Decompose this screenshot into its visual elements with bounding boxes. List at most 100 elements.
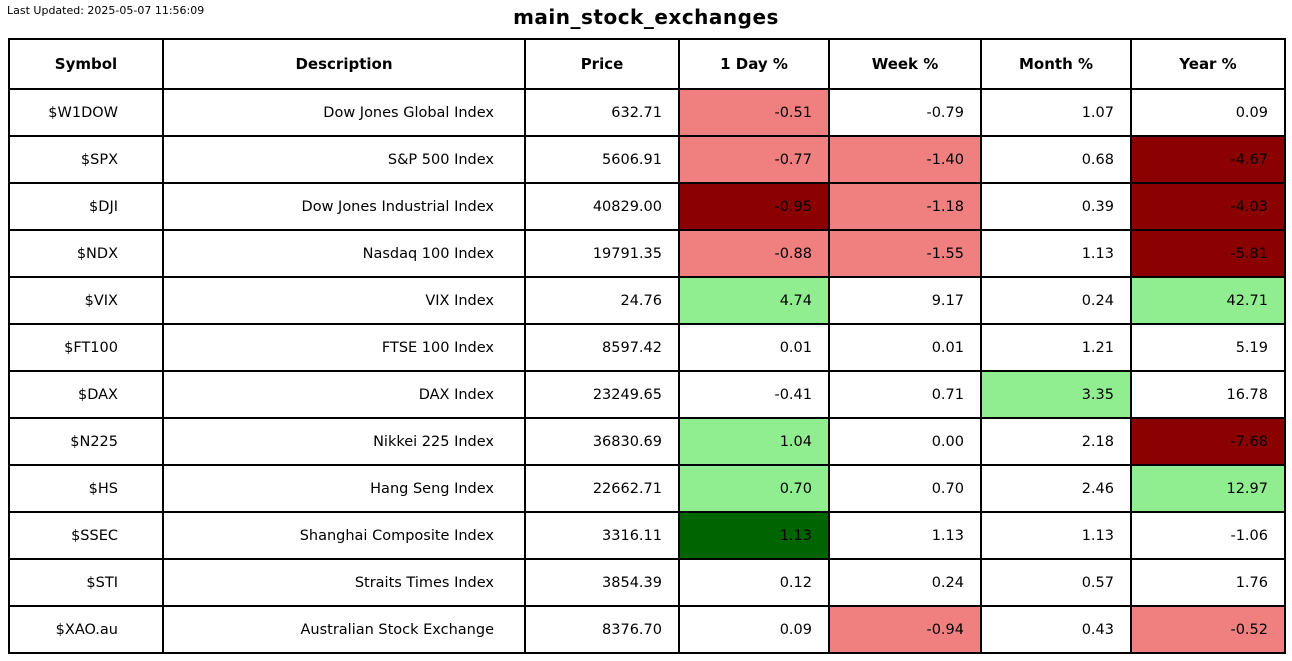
symbol-cell: $N225 [8,417,164,466]
column-header-week-pct: Week % [828,38,982,90]
table-row: $N225 Nikkei 225 Index 36830.69 1.04 0.00 2.1… [8,417,1286,466]
description-cell: Australian Stock Exchange [162,605,526,654]
week-pct-cell: -0.94 [828,605,982,654]
header-row: Symbol Description Price 1 Day % Week % … [8,38,1286,90]
price-cell: 3316.11 [524,511,680,560]
week-pct-cell: -1.18 [828,182,982,231]
table-row: $SSEC Shanghai Composite Index 3316.11 1.13… [8,511,1286,560]
month-pct-cell: 3.35 [980,370,1132,419]
page-title: main_stock_exchanges [513,5,779,29]
month-pct-cell: 1.07 [980,88,1132,137]
table-row: $STI Straits Times Index 3854.39 0.12 0.24 0.… [8,558,1286,607]
month-pct-cell: 0.57 [980,558,1132,607]
description-cell: FTSE 100 Index [162,323,526,372]
year-pct-cell: -0.52 [1130,605,1286,654]
table-row: $FT100 FTSE 100 Index 8597.42 0.01 0.01 1.21 5… [8,323,1286,372]
month-pct-cell: 2.46 [980,464,1132,513]
table-row: $DJI Dow Jones Industrial Index 40829.00 -0… [8,182,1286,231]
day-pct-cell: -0.41 [678,370,830,419]
symbol-cell: $VIX [8,276,164,325]
description-cell: Dow Jones Industrial Index [162,182,526,231]
table-row: $XAO.au Australian Stock Exchange 8376.70 0… [8,605,1286,654]
description-cell: Nasdaq 100 Index [162,229,526,278]
month-pct-cell: 0.43 [980,605,1132,654]
price-cell: 3854.39 [524,558,680,607]
symbol-cell: $HS [8,464,164,513]
description-cell: Shanghai Composite Index [162,511,526,560]
day-pct-cell: 0.12 [678,558,830,607]
column-header-description: Description [162,38,526,90]
month-pct-cell: 0.68 [980,135,1132,184]
day-pct-cell: 1.04 [678,417,830,466]
symbol-cell: $SSEC [8,511,164,560]
day-pct-cell: 4.74 [678,276,830,325]
symbol-cell: $DAX [8,370,164,419]
table-body: $W1DOW Dow Jones Global Index 632.71 -0.51-… [8,88,1286,654]
month-pct-cell: 1.13 [980,511,1132,560]
month-pct-cell: 1.21 [980,323,1132,372]
table-row: $W1DOW Dow Jones Global Index 632.71 -0.51-… [8,88,1286,137]
week-pct-cell: 0.00 [828,417,982,466]
year-pct-cell: -5.81 [1130,229,1286,278]
day-pct-cell: 1.13 [678,511,830,560]
symbol-cell: $NDX [8,229,164,278]
last-updated-label: Last Updated: 2025-05-07 11:56:09 [7,4,205,17]
year-pct-cell: -4.03 [1130,182,1286,231]
week-pct-cell: -1.55 [828,229,982,278]
symbol-cell: $W1DOW [8,88,164,137]
week-pct-cell: -0.79 [828,88,982,137]
year-pct-cell: -7.68 [1130,417,1286,466]
stock-exchanges-table: Symbol Description Price 1 Day % Week % … [8,38,1286,654]
column-header-price: Price [524,38,680,90]
month-pct-cell: 1.13 [980,229,1132,278]
column-header-month-pct: Month % [980,38,1132,90]
price-cell: 19791.35 [524,229,680,278]
year-pct-cell: 5.19 [1130,323,1286,372]
price-cell: 632.71 [524,88,680,137]
year-pct-cell: 1.76 [1130,558,1286,607]
year-pct-cell: -4.67 [1130,135,1286,184]
table-row: $VIX VIX Index 24.76 4.74 9.17 0.24 42.71 [8,276,1286,325]
week-pct-cell: 0.71 [828,370,982,419]
price-cell: 8597.42 [524,323,680,372]
symbol-cell: $STI [8,558,164,607]
month-pct-cell: 0.39 [980,182,1132,231]
price-cell: 22662.71 [524,464,680,513]
price-cell: 23249.65 [524,370,680,419]
week-pct-cell: -1.40 [828,135,982,184]
table-row: $DAX DAX Index 23249.65 -0.41 0.71 3.35 16.78 [8,370,1286,419]
column-header-day-pct: 1 Day % [678,38,830,90]
column-header-year-pct: Year % [1130,38,1286,90]
symbol-cell: $SPX [8,135,164,184]
year-pct-cell: 0.09 [1130,88,1286,137]
month-pct-cell: 2.18 [980,417,1132,466]
symbol-cell: $FT100 [8,323,164,372]
day-pct-cell: 0.09 [678,605,830,654]
description-cell: VIX Index [162,276,526,325]
table-row: $NDX Nasdaq 100 Index 19791.35 -0.88 -1.55 1.… [8,229,1286,278]
day-pct-cell: -0.88 [678,229,830,278]
day-pct-cell: -0.77 [678,135,830,184]
week-pct-cell: 0.01 [828,323,982,372]
year-pct-cell: 16.78 [1130,370,1286,419]
day-pct-cell: 0.70 [678,464,830,513]
table-row: $HS Hang Seng Index 22662.71 0.70 0.70 2.46 12… [8,464,1286,513]
day-pct-cell: -0.51 [678,88,830,137]
price-cell: 5606.91 [524,135,680,184]
day-pct-cell: -0.95 [678,182,830,231]
year-pct-cell: -1.06 [1130,511,1286,560]
price-cell: 40829.00 [524,182,680,231]
description-cell: Straits Times Index [162,558,526,607]
symbol-cell: $XAO.au [8,605,164,654]
week-pct-cell: 9.17 [828,276,982,325]
week-pct-cell: 1.13 [828,511,982,560]
week-pct-cell: 0.70 [828,464,982,513]
day-pct-cell: 0.01 [678,323,830,372]
year-pct-cell: 42.71 [1130,276,1286,325]
year-pct-cell: 12.97 [1130,464,1286,513]
week-pct-cell: 0.24 [828,558,982,607]
symbol-cell: $DJI [8,182,164,231]
description-cell: DAX Index [162,370,526,419]
price-cell: 24.76 [524,276,680,325]
